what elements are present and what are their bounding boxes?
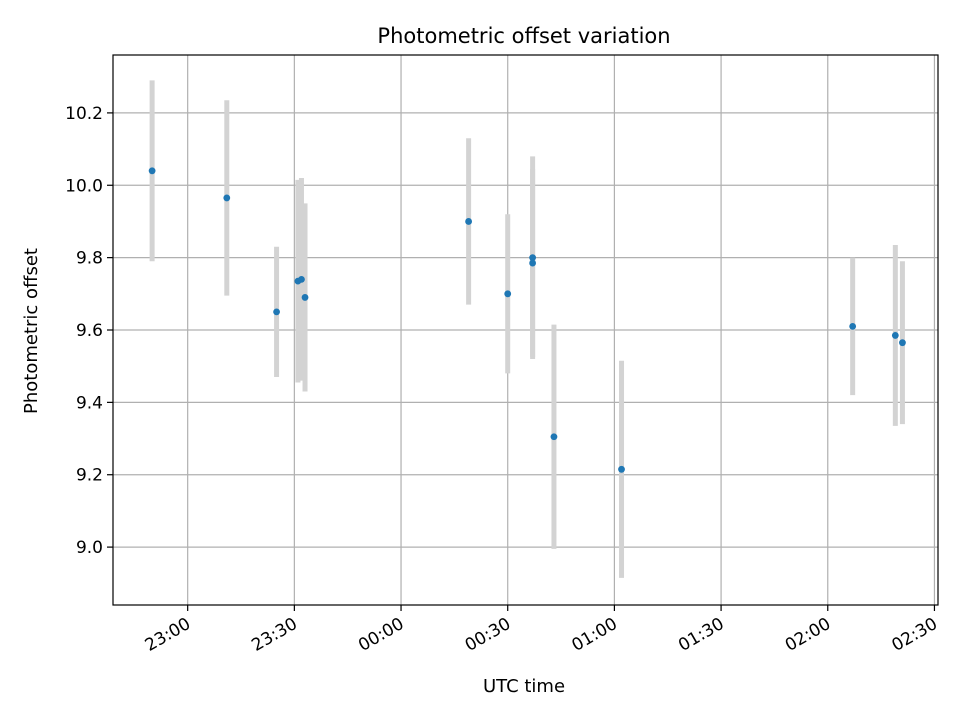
data-point [891,332,899,339]
data-points [148,167,906,473]
y-tick-label: 10.2 [65,104,103,124]
y-tick-label: 9.6 [76,321,103,341]
y-tick-label: 9.4 [76,393,103,413]
data-point [529,259,537,267]
chart-title: Photometric offset variation [377,24,670,48]
y-axis-label: Photometric offset [21,248,42,414]
x-axis-label: UTC time [483,676,565,697]
data-point [529,254,537,262]
data-point [899,339,906,347]
data-point [618,465,625,473]
data-point [298,275,305,283]
data-point [273,308,280,316]
y-tick-label: 9.8 [76,249,103,269]
y-tick-label: 9.2 [76,466,103,486]
data-point [849,322,857,330]
y-axis-ticks: 9.0 9.2 9.4 9.6 9.8 10.0 10.2 [65,104,113,558]
data-point [223,194,231,202]
data-point [148,167,156,175]
data-point [504,290,512,298]
data-point [550,433,558,441]
grid-lines [113,55,938,605]
y-tick-label: 9.0 [76,538,103,558]
y-tick-label: 10.0 [65,176,103,196]
data-point [301,294,309,301]
data-point [465,218,473,225]
